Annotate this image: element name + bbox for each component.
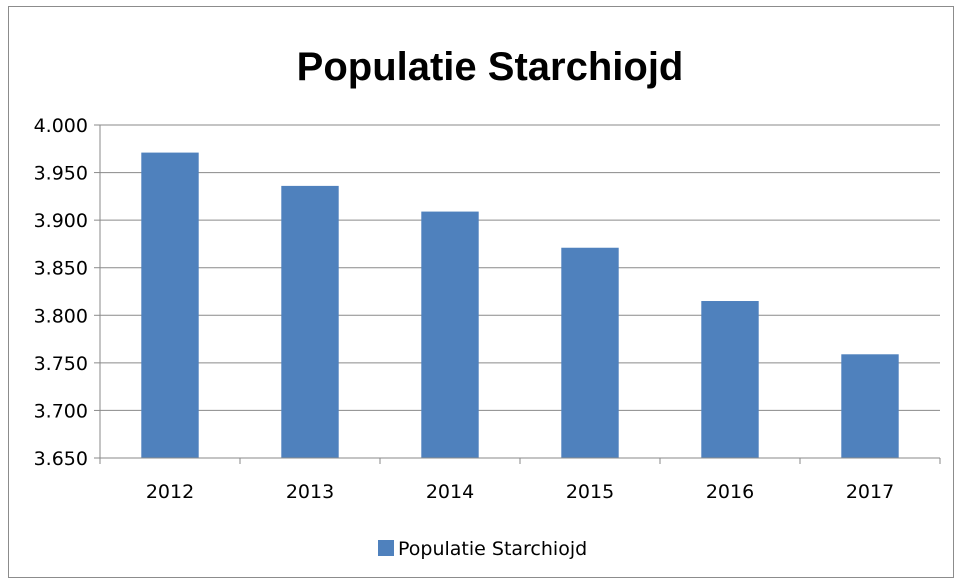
legend: Populatie Starchiojd bbox=[378, 538, 587, 560]
x-tick-label: 2015 bbox=[566, 481, 614, 503]
x-tick-label: 2013 bbox=[286, 481, 334, 503]
y-tick-label: 3.700 bbox=[34, 400, 88, 422]
bar-2014 bbox=[421, 211, 479, 458]
bar-2016 bbox=[701, 301, 759, 458]
y-tick-label: 3.650 bbox=[34, 448, 88, 470]
y-tick-label: 3.900 bbox=[34, 210, 88, 232]
bar-2012 bbox=[141, 152, 199, 458]
x-tick-label: 2017 bbox=[846, 481, 894, 503]
bar-2015 bbox=[561, 247, 619, 458]
legend-swatch bbox=[378, 540, 394, 556]
x-tick-label: 2016 bbox=[706, 481, 754, 503]
gridlines bbox=[94, 124, 940, 459]
axes bbox=[99, 125, 941, 464]
x-tick-label: 2012 bbox=[146, 481, 194, 503]
legend-label: Populatie Starchiojd bbox=[398, 538, 587, 560]
bar-2013 bbox=[281, 185, 339, 459]
chart-title: Populatie Starchiojd bbox=[297, 45, 684, 89]
y-tick-label: 3.850 bbox=[34, 258, 88, 280]
y-tick-label: 3.800 bbox=[34, 305, 88, 327]
y-tick-label: 3.750 bbox=[34, 353, 88, 375]
x-tick-label: 2014 bbox=[426, 481, 474, 503]
bars bbox=[141, 152, 899, 459]
y-tick-label: 3.950 bbox=[34, 163, 88, 185]
x-axis-tick-labels: 2012 2013 2014 2015 2016 2017 bbox=[146, 481, 894, 503]
y-axis-tick-labels: 3.650 3.700 3.750 3.800 3.850 3.900 3.950 4.000 bbox=[34, 115, 88, 470]
y-tick-label: 4.000 bbox=[34, 115, 88, 137]
bar-2017 bbox=[841, 354, 899, 458]
